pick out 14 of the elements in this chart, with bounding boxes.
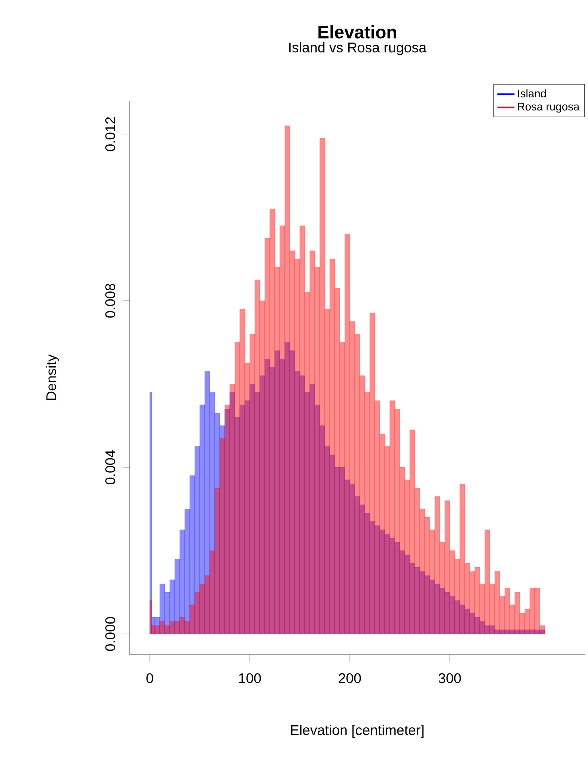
chart-subtitle: Island vs Rosa rugosa [290,42,427,56]
x-axis-title: Elevation [centimeter] [291,725,424,738]
x-tick-label: 100 [239,674,262,684]
x-tick-label: 300 [438,674,462,684]
x-tick-label: 0 [146,674,154,684]
y-axis-title: Density [46,354,60,400]
y-tick-label: 0.012 [106,118,116,152]
chart-title: Elevation [318,26,396,39]
legend-label: Island [518,90,546,98]
x-tick-label: 200 [339,674,362,684]
legend-label: Rosa rugosa [518,103,580,113]
y-tick-label: 0.008 [106,284,116,318]
y-tick-label: 0.004 [106,450,116,485]
y-tick-label: 0.000 [106,617,116,652]
